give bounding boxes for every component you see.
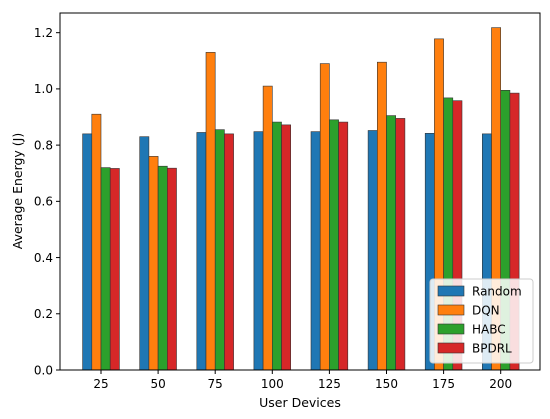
legend-swatch-habc	[437, 323, 465, 335]
x-tick-label: 175	[432, 377, 455, 391]
legend-frame	[429, 278, 534, 364]
bars-layer	[82, 27, 520, 371]
bar-bpdrl-150	[395, 118, 406, 371]
bar-random-50	[139, 136, 150, 371]
x-tick-label: 125	[318, 377, 341, 391]
x-tick-label: 50	[150, 377, 165, 391]
plot-frame	[59, 12, 541, 371]
bar-dqn-25	[91, 113, 102, 371]
bar-bpdrl-50	[167, 167, 177, 371]
y-tick-label: 0.2	[34, 307, 53, 321]
bar-habc-100	[271, 121, 282, 371]
y-tick-label: 0.8	[34, 138, 53, 152]
bar-random-100	[253, 131, 264, 371]
legend-label-habc: HABC	[472, 323, 506, 337]
bar-habc-25	[100, 167, 111, 371]
bar-habc-50	[157, 165, 168, 371]
legend-swatch-dqn	[437, 304, 465, 316]
y-tick-label: 1.2	[34, 26, 53, 40]
x-axis-label: User Devices	[259, 395, 341, 410]
y-tick-label: 0.4	[34, 251, 53, 265]
legend-label-bpdrl: BPDRL	[472, 342, 512, 356]
bar-habc-75	[214, 129, 225, 371]
legend-label-random: Random	[472, 285, 522, 299]
y-tick-label: 0.0	[34, 363, 53, 377]
bar-dqn-125	[319, 63, 330, 371]
y-axis-label: Average Energy (J)	[10, 133, 25, 249]
x-tick-label: 25	[93, 377, 108, 391]
legend-swatch-bpdrl	[437, 342, 465, 354]
bar-dqn-150	[376, 61, 387, 371]
bar-dqn-50	[148, 156, 159, 371]
x-tick-label: 75	[208, 377, 223, 391]
bar-bpdrl-125	[338, 121, 349, 371]
legend-label-dqn: DQN	[472, 304, 500, 318]
x-tick-label: 100	[261, 377, 284, 391]
bar-dqn-100	[262, 85, 273, 371]
bar-random-125	[310, 131, 321, 371]
legend-swatch-random	[437, 285, 465, 297]
bar-habc-150	[386, 115, 396, 371]
bar-random-25	[82, 133, 93, 371]
y-tick-label: 1.0	[34, 82, 53, 96]
bar-bpdrl-100	[281, 124, 291, 371]
x-tick-label: 200	[489, 377, 512, 391]
legend: Random DQN HABC BPDRL	[429, 278, 534, 364]
y-tick-label: 0.6	[34, 195, 53, 209]
x-tick-label: 150	[375, 377, 398, 391]
bar-dqn-75	[205, 52, 216, 371]
y-axis: 0.0 0.2 0.4 0.6 0.8 1.0 1.2	[34, 26, 60, 377]
bar-bpdrl-75	[224, 133, 234, 371]
bar-bpdrl-25	[109, 168, 120, 371]
bar-random-75	[196, 132, 207, 371]
bar-habc-125	[329, 119, 339, 371]
bar-random-150	[367, 130, 378, 371]
x-axis: 25 50 75 100 125 150 175 200	[93, 370, 512, 391]
